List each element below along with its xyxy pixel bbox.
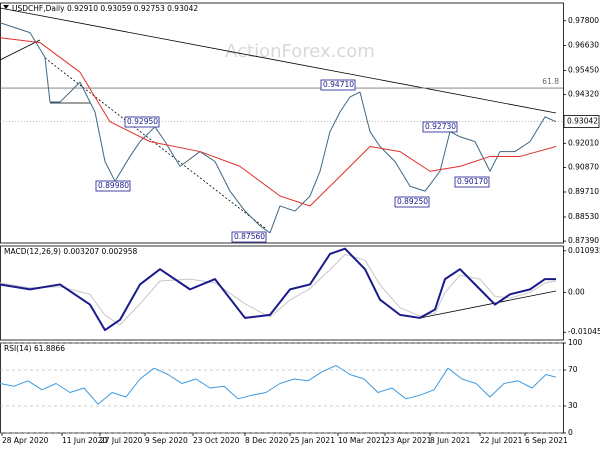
y-tick-label: 0.010935 <box>568 246 600 255</box>
annotation-box <box>231 231 267 243</box>
x-tick-label: 25 Jan 2021 <box>290 436 335 445</box>
x-tick-label: 23 Apr 2021 <box>385 436 432 445</box>
annotation: 0.94710 <box>323 80 354 89</box>
annotation: 0.89250 <box>397 197 428 206</box>
annotation: 0.87560 <box>234 232 265 241</box>
y-tick-label: 0 <box>568 428 573 437</box>
x-tick-label: 6 Sep 2021 <box>525 436 568 445</box>
x-tick-label: 11 Jun 2020 <box>62 436 107 445</box>
y-tick-label: -0.010459 <box>568 327 600 336</box>
annotation: 0.92950 <box>127 117 158 126</box>
pane-title: USDCHF,Daily 0.92910 0.93059 0.92753 0.9… <box>12 4 198 13</box>
support-line <box>419 290 557 319</box>
annotation-box <box>95 180 131 192</box>
x-tick-label: 23 Oct 2020 <box>193 436 240 445</box>
pane-title: RSI(14) 61.8866 <box>4 344 65 353</box>
pane-frame <box>0 245 564 341</box>
annotation-box <box>320 79 356 91</box>
x-tick-label: 8 Dec 2020 <box>245 436 288 445</box>
annotation: 0.90170 <box>457 177 488 186</box>
y-tick-label: 0.90870 <box>568 162 599 171</box>
series-line <box>0 365 557 405</box>
annotation-box <box>454 176 490 188</box>
annotation-box <box>124 116 160 128</box>
fib-label: 61.8 <box>542 77 559 86</box>
annotation-box <box>422 121 458 133</box>
x-tick-label: 9 Sep 2020 <box>145 436 188 445</box>
series-line <box>0 253 557 326</box>
annotation-box <box>394 196 430 208</box>
y-tick-label: 0.92010 <box>568 138 599 147</box>
series-line <box>0 247 556 332</box>
x-tick-label: 27 Jul 2020 <box>100 436 143 445</box>
annotation: 0.92730 <box>425 122 456 131</box>
trend-line <box>0 7 557 114</box>
y-tick-label: 30 <box>568 401 578 410</box>
annotation: 0.89980 <box>98 181 129 190</box>
series-line <box>0 22 557 234</box>
y-tick-label: 0.00 <box>568 287 585 296</box>
y-tick-label: 70 <box>568 365 578 374</box>
last-price-label: 0.93042 <box>567 116 598 125</box>
pane-frame <box>0 2 564 244</box>
x-tick-label: 28 Apr 2020 <box>2 436 49 445</box>
menu-icon <box>3 5 9 9</box>
series-line <box>0 37 557 207</box>
pane-title: MACD(12,26,9) 0.003207 0.002958 <box>4 247 138 256</box>
y-tick-label: 0.94320 <box>568 89 599 98</box>
y-tick-label: 0.95450 <box>568 66 599 75</box>
x-tick-label: 10 Mar 2021 <box>338 436 386 445</box>
channel-line <box>0 39 41 61</box>
y-tick-label: 0.87390 <box>568 236 599 245</box>
x-tick-label: 8 Jun 2021 <box>430 436 471 445</box>
y-tick-label: 0.96630 <box>568 41 599 50</box>
y-tick-label: 100 <box>568 338 583 347</box>
last-price-box <box>563 115 600 128</box>
y-tick-label: 0.89710 <box>568 187 599 196</box>
y-tick-label: 0.97800 <box>568 16 599 25</box>
y-tick-label: 0.88530 <box>568 212 599 221</box>
watermark: ActionForex.com <box>225 41 375 62</box>
x-tick-label: 22 Jul 2021 <box>480 436 523 445</box>
